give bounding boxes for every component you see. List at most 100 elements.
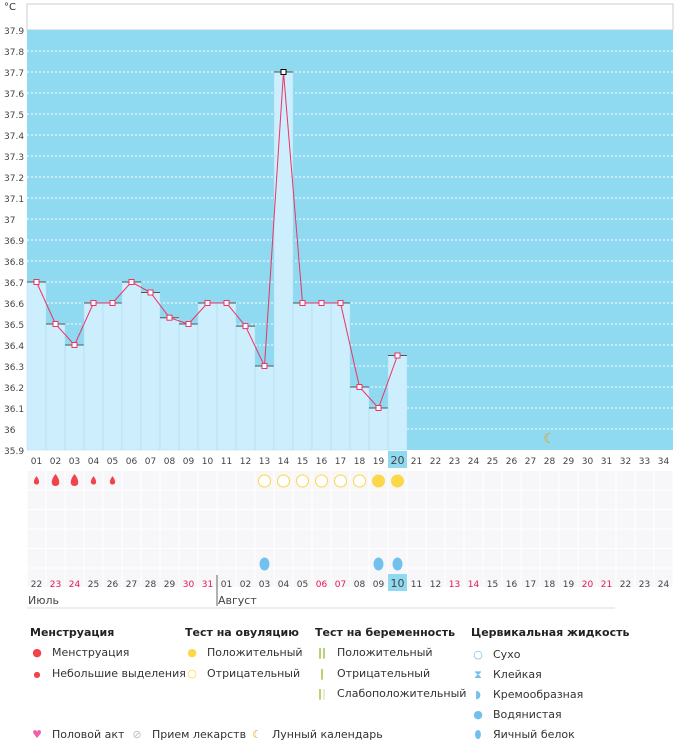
empty-circle-icon: ○ xyxy=(187,667,197,680)
grid-cell xyxy=(46,510,65,529)
temperature-point xyxy=(318,300,325,306)
temperature-bar xyxy=(45,323,66,451)
grid-cell xyxy=(521,490,540,509)
grid-cell xyxy=(179,471,198,490)
grid-cell xyxy=(122,490,141,509)
grid-cell xyxy=(464,568,483,587)
temperature-point xyxy=(299,300,306,306)
cycle-day-label: 30 xyxy=(582,457,594,467)
grid-cell xyxy=(407,549,426,568)
grid-cell xyxy=(46,490,65,509)
temperature-bar xyxy=(254,365,275,451)
date-label: 21 xyxy=(601,580,612,590)
cycle-day-label: 13 xyxy=(259,457,270,467)
grid-cell xyxy=(160,490,179,509)
legend-label: Положительный xyxy=(207,646,303,659)
temperature-bar xyxy=(387,355,408,451)
date-label: 22 xyxy=(31,580,42,590)
grid-cell xyxy=(464,549,483,568)
legend-label: Половой акт xyxy=(52,728,125,741)
cycle-day-label: 15 xyxy=(297,457,308,467)
date-label: 07 xyxy=(335,580,346,590)
grid-cell xyxy=(616,510,635,529)
grid-cell xyxy=(521,510,540,529)
y-tick-label: 37.4 xyxy=(4,132,24,142)
temperature-point xyxy=(356,384,363,390)
grid-cell xyxy=(84,568,103,587)
grid-cell xyxy=(198,549,217,568)
egg-white-fluid-icon xyxy=(259,557,270,571)
cycle-day-label: 28 xyxy=(544,457,556,467)
grid-cell xyxy=(597,549,616,568)
temperature-point xyxy=(337,300,344,306)
grid-cell xyxy=(654,529,673,548)
date-label: 29 xyxy=(164,580,176,590)
date-label: 04 xyxy=(278,580,290,590)
temperature-bar xyxy=(83,302,104,451)
date-label: 22 xyxy=(620,580,631,590)
grid-cell xyxy=(521,471,540,490)
date-label: 27 xyxy=(126,580,137,590)
legend-fluid-title: Цервикальная жидкость xyxy=(471,626,630,639)
cycle-day-label: 11 xyxy=(221,457,232,467)
legend-pregnancy-positive: || Положительный xyxy=(315,646,433,659)
egg-white-fluid-icon xyxy=(373,557,384,571)
temperature-point xyxy=(223,300,230,306)
cycle-day-label: 07 xyxy=(145,457,156,467)
grid-cell xyxy=(597,568,616,587)
grid-cell xyxy=(236,529,255,548)
grid-cell xyxy=(198,529,217,548)
legend-moon: ☾ Лунный календарь xyxy=(250,728,383,741)
grid-cell xyxy=(578,568,597,587)
grid-cell xyxy=(46,549,65,568)
grid-cell xyxy=(179,490,198,509)
date-label: 14 xyxy=(468,580,480,590)
grid-cell xyxy=(616,471,635,490)
grid-cell xyxy=(369,568,388,587)
grid-cell xyxy=(559,490,578,509)
grid-cell xyxy=(46,568,65,587)
y-tick-label: 36.1 xyxy=(4,405,24,415)
grid-cell xyxy=(654,471,673,490)
grid-cell xyxy=(350,568,369,587)
grid-cell xyxy=(255,568,274,587)
empty-drop-icon: ○ xyxy=(473,648,483,661)
grid-cell xyxy=(331,490,350,509)
heart-icon: ♥ xyxy=(32,728,42,741)
grid-cell xyxy=(141,471,160,490)
pill-icon: ⊘ xyxy=(132,728,142,741)
y-tick-label: 37.6 xyxy=(4,90,24,100)
grid-cell xyxy=(616,568,635,587)
temperature-point xyxy=(375,405,382,411)
temperature-bar xyxy=(140,292,161,451)
date-label: 23 xyxy=(639,580,650,590)
cycle-day-label: 26 xyxy=(506,457,518,467)
temperature-point xyxy=(128,279,135,285)
grid-cell xyxy=(217,471,236,490)
grid-cell xyxy=(502,568,521,587)
grid-cell xyxy=(369,529,388,548)
legend-label: Слабоположительный xyxy=(337,687,467,700)
ovulation-test-negative-icon xyxy=(315,474,328,488)
grid-cell xyxy=(236,549,255,568)
temperature-bar xyxy=(26,281,47,451)
date-label: 08 xyxy=(354,580,366,590)
legend-ovulation-positive: ● Положительный xyxy=(185,646,303,659)
grid-cell xyxy=(502,529,521,548)
cycle-day-label: 08 xyxy=(164,457,176,467)
month-label: Июль xyxy=(28,594,59,607)
date-label: 12 xyxy=(430,580,441,590)
y-tick-label: 36.9 xyxy=(4,237,24,247)
egg-white-fluid-icon xyxy=(392,557,403,571)
legend-label: Водянистая xyxy=(493,708,562,721)
cycle-day-label: 21 xyxy=(411,457,422,467)
grid-cell xyxy=(502,490,521,509)
menstruation-drop-icon xyxy=(51,474,60,486)
grid-cell xyxy=(483,549,502,568)
grid-cell xyxy=(654,549,673,568)
grid-cell xyxy=(198,490,217,509)
menstruation-drop-icon xyxy=(109,476,116,485)
grid-cell xyxy=(236,568,255,587)
grid-cell xyxy=(654,568,673,587)
legend-label: Небольшие выделения xyxy=(52,667,186,680)
